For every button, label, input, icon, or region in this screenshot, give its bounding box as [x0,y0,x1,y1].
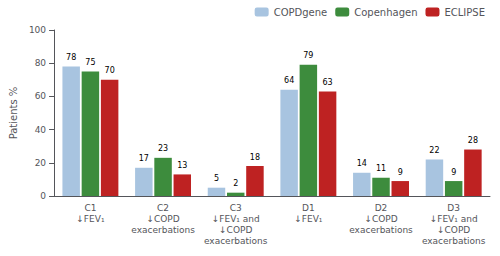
svg-text:D2: D2 [375,203,388,213]
svg-text:COPDgene: COPDgene [274,7,328,18]
svg-text:100: 100 [29,25,46,35]
svg-text:Copenhagen: Copenhagen [354,7,417,18]
svg-text:20: 20 [35,158,47,168]
svg-text:23: 23 [158,144,168,153]
svg-text:13: 13 [177,161,187,170]
svg-text:11: 11 [376,164,386,173]
svg-text:Patients %: Patients % [8,87,19,140]
svg-text:60: 60 [35,91,47,101]
svg-text:9: 9 [398,168,403,177]
svg-text:22: 22 [429,146,439,155]
svg-text:↓FEV₁: ↓FEV₁ [294,214,323,224]
svg-text:↓COPD: ↓COPD [146,214,179,224]
svg-text:80: 80 [35,58,47,68]
svg-text:2: 2 [233,179,238,188]
svg-text:↓COPD: ↓COPD [364,214,397,224]
svg-text:9: 9 [451,168,456,177]
svg-text:D3: D3 [447,203,460,213]
svg-text:C1: C1 [84,203,96,213]
svg-text:exacerbations: exacerbations [204,236,268,246]
svg-text:exacerbations: exacerbations [422,236,486,246]
svg-text:28: 28 [468,136,478,145]
svg-text:14: 14 [357,159,367,168]
svg-text:0: 0 [40,191,46,201]
svg-text:17: 17 [139,154,149,163]
svg-text:exacerbations: exacerbations [131,225,195,235]
svg-text:75: 75 [85,58,95,67]
svg-text:C2: C2 [157,203,169,213]
svg-text:63: 63 [323,78,333,87]
svg-text:↓COPD: ↓COPD [437,225,470,235]
svg-text:64: 64 [284,76,294,85]
svg-text:C3: C3 [230,203,242,213]
svg-text:↓COPD: ↓COPD [219,225,252,235]
svg-text:70: 70 [105,66,115,75]
svg-text:79: 79 [303,51,313,60]
svg-text:ECLIPSE: ECLIPSE [444,7,485,18]
svg-text:18: 18 [250,153,260,162]
svg-text:↓FEV₁: ↓FEV₁ [76,214,105,224]
svg-text:D1: D1 [302,203,315,213]
svg-text:exacerbations: exacerbations [349,225,413,235]
svg-text:↓FEV₁ and: ↓FEV₁ and [212,214,260,224]
svg-text:5: 5 [214,174,219,183]
svg-text:78: 78 [66,53,76,62]
svg-text:↓FEV₁ and: ↓FEV₁ and [430,214,478,224]
svg-text:40: 40 [35,125,47,135]
